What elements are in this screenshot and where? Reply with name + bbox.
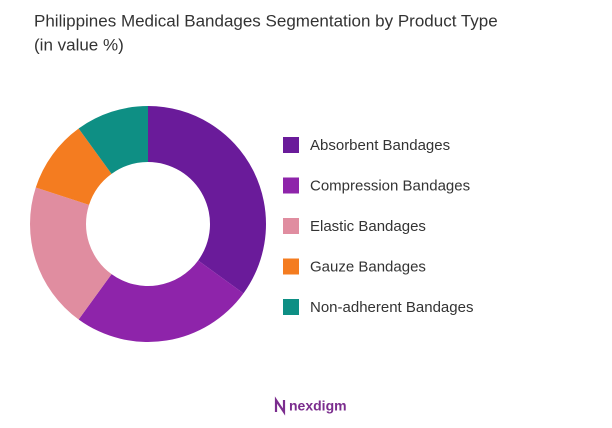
donut-slice [35,128,112,205]
chart-subtitle: (in value %) [34,35,124,54]
legend-swatch [283,218,299,234]
legend-swatch [283,299,299,315]
legend-label: Non-adherent Bandages [310,299,473,316]
legend-label: Absorbent Bandages [310,137,450,154]
logo: nexdigm [274,396,347,416]
legend-label: Elastic Bandages [310,218,426,235]
logo-text: nexdigm [289,398,347,414]
logo-icon [274,396,286,416]
legend-label: Compression Bandages [310,177,470,194]
donut-slice [29,187,112,320]
donut-slice [78,106,148,174]
legend-label: Gauze Bandages [310,258,426,275]
donut-slice [78,260,244,343]
legend-swatch [283,137,299,153]
donut-slice [148,106,266,294]
chart-title: Philippines Medical Bandages Segmentatio… [34,11,498,30]
legend-swatch [283,177,299,194]
legend-swatch [283,258,299,275]
